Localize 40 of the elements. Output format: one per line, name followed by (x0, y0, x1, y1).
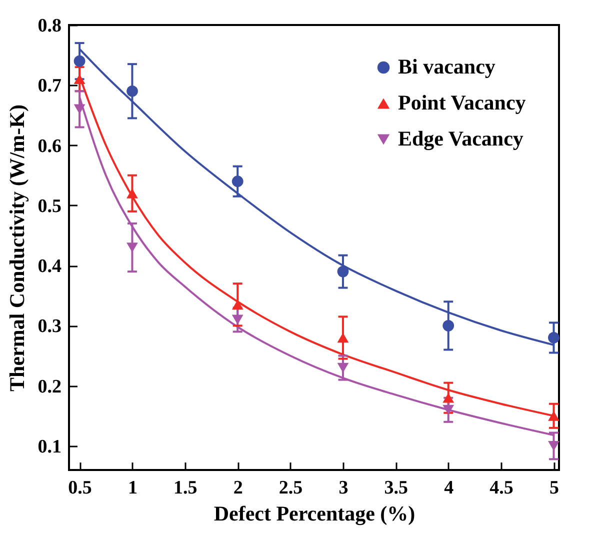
x-tick-label: 3 (338, 478, 348, 498)
point (337, 332, 349, 343)
point (232, 176, 244, 188)
y-axis-title: Thermal Conductivity (W/m-K) (4, 104, 29, 392)
y-tick-label: 0.1 (38, 436, 62, 458)
y-tick-label: 0.8 (38, 16, 62, 36)
x-tick-label: 2.5 (278, 478, 303, 498)
legend-label: Point Vacancy (398, 90, 526, 114)
point (74, 74, 86, 84)
point (126, 85, 138, 97)
y-tick-label: 0.3 (38, 316, 62, 338)
y-tick-label: 0.7 (38, 76, 62, 97)
legend-label: Edge Vacancy (398, 126, 524, 150)
point (442, 320, 454, 332)
x-tick-label: 3.5 (384, 478, 408, 498)
point (548, 410, 560, 421)
point (442, 404, 454, 415)
point (548, 441, 560, 451)
x-tick-label: 4 (444, 478, 454, 498)
x-axis-title: Defect Percentage (%) (214, 502, 416, 526)
x-tick-label: 4.5 (490, 478, 514, 498)
point (548, 332, 560, 344)
point (442, 392, 454, 403)
point (74, 55, 86, 67)
y-tick-label: 0.2 (38, 376, 62, 398)
x-tick-label: 1.5 (174, 478, 198, 498)
y-tick-label: 0.5 (38, 196, 62, 217)
y-tick-label: 0.4 (38, 256, 62, 278)
point (337, 362, 349, 373)
point (74, 104, 86, 114)
legend-label: Bi vacancy (398, 54, 496, 78)
x-tick-label: 1 (128, 478, 138, 498)
point (126, 242, 138, 252)
x-tick-label: 0.5 (68, 478, 92, 498)
x-tick-label: 2 (233, 478, 243, 498)
point (337, 266, 349, 278)
point (232, 314, 244, 325)
y-tick-label: 0.6 (38, 136, 62, 157)
point (126, 188, 138, 198)
x-tick-label: 5 (549, 478, 559, 498)
